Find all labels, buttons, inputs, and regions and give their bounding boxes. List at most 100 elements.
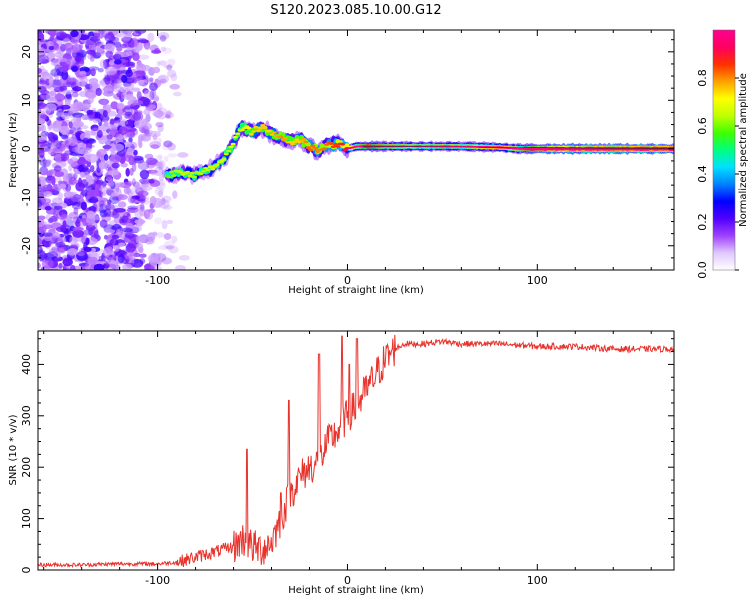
- spectrogram-noise-blob: [116, 47, 123, 52]
- spectrogram-noise-blob: [141, 183, 153, 191]
- spectrogram-ridge-blob: [278, 135, 284, 139]
- spectrogram-noise-blob: [104, 87, 113, 95]
- spectrogram-noise-blob: [146, 157, 158, 166]
- spectrogram-noise-blob: [163, 240, 175, 251]
- spectrogram-noise-blob: [45, 191, 52, 196]
- spectrogram-noise-blob: [126, 147, 133, 156]
- spectrogram-ridge-blob: [185, 170, 191, 174]
- spectrogram-noise-blob: [112, 143, 125, 152]
- spectrogram-noise-blob: [131, 224, 143, 232]
- snr-y-tick-label: 200: [20, 457, 33, 478]
- spectrogram-noise-blob: [44, 205, 52, 211]
- spectrogram-noise-blob: [72, 86, 82, 92]
- spectrogram-noise-blob: [53, 205, 63, 211]
- spectrogram-noise-blob: [51, 246, 60, 253]
- spectrogram-noise-blob: [45, 91, 54, 102]
- spectrogram-noise-blob: [166, 219, 174, 224]
- spectrogram-noise-blob: [137, 190, 149, 197]
- spectrogram-noise-blob: [90, 68, 96, 77]
- spectrogram-x-ticks: -100 0 100: [43, 30, 652, 287]
- spectrogram-noise-blob: [84, 90, 97, 99]
- spectrogram-noise-blob: [68, 211, 79, 219]
- spectrogram-noise-blob: [42, 184, 53, 190]
- spectrogram-noise-blob: [117, 228, 124, 234]
- spectrogram-ridge-blob: [239, 128, 245, 132]
- spectrogram-noise-blob: [162, 205, 172, 210]
- spectrogram-noise-blob: [39, 80, 47, 85]
- spectrogram-noise-blob: [43, 252, 55, 262]
- spectrogram-noise-blob: [48, 45, 55, 51]
- spectrogram-noise-blob: [101, 115, 110, 122]
- spectrogram-noise-blob: [86, 109, 94, 115]
- spectrogram-noise-blob: [164, 114, 171, 119]
- spectrogram-noise-blob: [38, 156, 43, 165]
- spectrogram-noise-blob: [68, 121, 73, 129]
- spectrogram-noise-blob: [154, 47, 161, 53]
- spectrogram-noise-blob: [74, 145, 85, 154]
- spectrogram-noise-blob: [38, 136, 43, 143]
- spectrogram-noise-blob: [139, 258, 146, 265]
- spectrogram-noise-blob: [38, 55, 47, 63]
- spectrogram-ridge-blob: [230, 142, 236, 146]
- spectrogram-noise-blob: [77, 222, 89, 227]
- spectrogram-noise-blob: [153, 110, 164, 118]
- spectrogram-noise-blob: [113, 117, 121, 124]
- spectrogram-ridge-blob: [340, 142, 346, 146]
- spectrogram-noise-blob: [58, 51, 64, 56]
- spectrogram-noise-blob: [102, 144, 112, 150]
- spectrogram-noise-blob: [76, 73, 88, 80]
- spectrogram-ridge-blob: [289, 142, 295, 146]
- spectrogram-noise-blob: [161, 195, 172, 203]
- spectrogram-ridge-blob: [205, 168, 211, 172]
- spectrogram-noise-blob: [140, 236, 148, 243]
- spectrogram-noise-blob: [128, 137, 133, 143]
- spectrogram-noise-blob: [127, 205, 139, 210]
- spectrogram-ridge-blob: [223, 152, 229, 156]
- spectrogram-ridge-blob: [335, 145, 341, 148]
- spectrogram-noise-blob: [168, 245, 179, 254]
- spectrogram-noise-blob: [49, 239, 54, 248]
- spectrogram-noise-blob: [92, 118, 102, 124]
- spectrogram-noise-blob: [119, 93, 125, 103]
- spectrogram-noise-blob: [124, 180, 133, 186]
- spectrogram-noise-blob: [97, 68, 104, 73]
- spectrogram-ridge-blob: [269, 133, 275, 136]
- spectrogram-noise-blob: [116, 102, 125, 110]
- spectrogram-ridge-blob: [203, 166, 209, 170]
- colorbar-tick-label: 0.6: [696, 117, 709, 135]
- spectrogram-noise-blob: [89, 55, 95, 62]
- spectrogram-noise-blob: [58, 57, 68, 62]
- spectrogram-noise-blob: [137, 42, 143, 51]
- spectrogram-noise-blob: [127, 30, 132, 36]
- spectrogram-noise-blob: [54, 187, 60, 196]
- spectrogram-noise-blob: [137, 96, 150, 107]
- spectrogram-noise-blob: [169, 83, 180, 90]
- spectrogram-noise-blob: [113, 244, 120, 252]
- spectrogram-noise-blob: [48, 217, 54, 223]
- spectrogram-noise-blob: [38, 118, 45, 124]
- spectrogram-noise-blob: [112, 36, 120, 42]
- spectrogram-noise-blob: [177, 152, 189, 158]
- spectrogram-noise-blob: [154, 186, 165, 196]
- spectrogram-noise-blob: [165, 245, 174, 250]
- spectrogram-noise-blob: [150, 169, 157, 176]
- spectrogram-noise-blob: [38, 200, 43, 208]
- spectrogram-noise-blob: [107, 31, 114, 37]
- spectrogram-noise-blob: [93, 263, 105, 270]
- spectrogram-noise-blob: [112, 196, 119, 201]
- colorbar-tick-label: 0.0: [696, 261, 709, 279]
- spectrogram-noise-blob: [130, 196, 136, 204]
- spectrogram-noise-blob: [99, 219, 108, 229]
- spectrogram-noise-blob: [38, 247, 41, 253]
- spectrogram-x-tick-label: 100: [527, 274, 548, 287]
- spectrogram-noise-blob: [56, 108, 64, 117]
- spectrogram-noise-blob: [55, 241, 66, 248]
- spectrogram-noise-blob: [155, 170, 163, 176]
- spectrogram-noise-blob: [164, 111, 175, 119]
- spectrogram-noise-blob: [170, 73, 178, 82]
- spectrogram-noise-blob: [146, 232, 156, 242]
- spectrogram-noise-blob: [113, 216, 121, 224]
- colorbar-tick-label: 0.2: [696, 213, 709, 231]
- spectrogram-noise-blob: [156, 111, 167, 120]
- spectrogram-noise-blob: [139, 202, 145, 212]
